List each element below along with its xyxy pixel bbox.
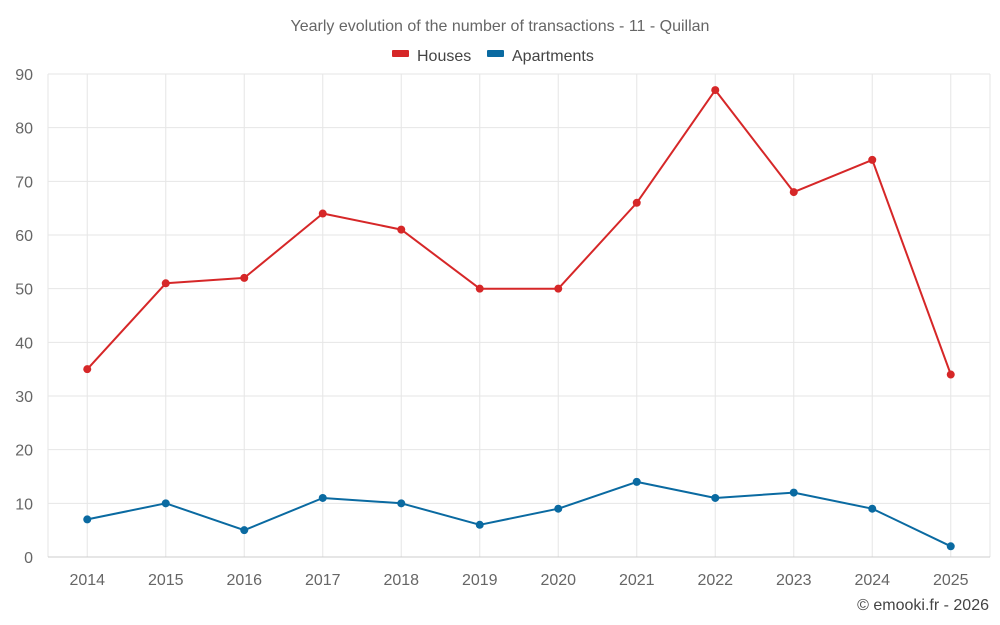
data-point-houses[interactable] (632, 198, 641, 207)
data-point-apartments[interactable] (632, 477, 641, 486)
y-tick-label: 60 (15, 228, 33, 245)
x-tick-label: 2018 (383, 572, 419, 589)
x-tick-label: 2016 (226, 572, 262, 589)
series (83, 86, 955, 551)
x-tick-label: 2025 (933, 572, 969, 589)
data-point-houses[interactable] (868, 155, 877, 164)
x-tick-label: 2023 (776, 572, 812, 589)
data-point-apartments[interactable] (397, 499, 406, 508)
data-point-houses[interactable] (397, 225, 406, 234)
y-tick-label: 40 (15, 335, 33, 352)
data-point-apartments[interactable] (868, 504, 877, 513)
x-tick-label: 2019 (462, 572, 498, 589)
x-tick-label: 2022 (697, 572, 733, 589)
data-point-houses[interactable] (83, 365, 92, 374)
y-tick-label: 30 (15, 389, 33, 406)
data-point-houses[interactable] (318, 209, 327, 218)
data-point-apartments[interactable] (240, 526, 249, 535)
chart-title: Yearly evolution of the number of transa… (291, 18, 710, 35)
x-tick-label: 2020 (540, 572, 576, 589)
x-tick-label: 2021 (619, 572, 655, 589)
legend-swatch-apartments (487, 50, 504, 57)
data-point-houses[interactable] (161, 279, 170, 288)
y-tick-label: 0 (24, 550, 33, 567)
y-tick-label: 20 (15, 443, 33, 460)
series-line-apartments (87, 480, 952, 548)
data-point-apartments[interactable] (554, 504, 563, 513)
x-tick-label: 2015 (148, 572, 184, 589)
data-point-houses[interactable] (475, 284, 484, 293)
x-tick-label: 2024 (854, 572, 890, 589)
credit-text: © emooki.fr - 2026 (857, 597, 989, 614)
data-point-apartments[interactable] (789, 488, 798, 497)
grid (47, 73, 991, 557)
legend: Houses Apartments (392, 48, 594, 65)
legend-item-apartments[interactable]: Apartments (487, 48, 594, 65)
x-tick-label: 2017 (305, 572, 341, 589)
legend-swatch-houses (392, 50, 409, 57)
data-point-houses[interactable] (711, 86, 720, 95)
legend-item-houses[interactable]: Houses (392, 48, 471, 65)
data-point-houses[interactable] (554, 284, 563, 293)
data-point-houses[interactable] (240, 273, 249, 282)
data-point-apartments[interactable] (318, 493, 327, 502)
data-point-apartments[interactable] (83, 515, 92, 524)
data-point-apartments[interactable] (161, 499, 170, 508)
data-point-apartments[interactable] (711, 493, 720, 502)
series-line-houses (86, 89, 952, 375)
y-tick-label: 80 (15, 121, 33, 138)
data-point-apartments[interactable] (475, 520, 484, 529)
y-tick-label: 50 (15, 282, 33, 299)
axes: 0 10 20 30 40 50 60 70 80 90 2014 2015 2016 2017 2018 2… (15, 67, 990, 589)
legend-label-apartments: Apartments (512, 48, 594, 65)
data-point-apartments[interactable] (946, 542, 955, 551)
y-tick-label: 70 (15, 174, 33, 191)
y-tick-label: 10 (15, 496, 33, 513)
data-point-houses[interactable] (789, 188, 798, 197)
legend-label-houses: Houses (417, 48, 471, 65)
data-point-houses[interactable] (946, 370, 955, 379)
y-tick-label: 90 (15, 67, 33, 84)
x-tick-label: 2014 (69, 572, 105, 589)
